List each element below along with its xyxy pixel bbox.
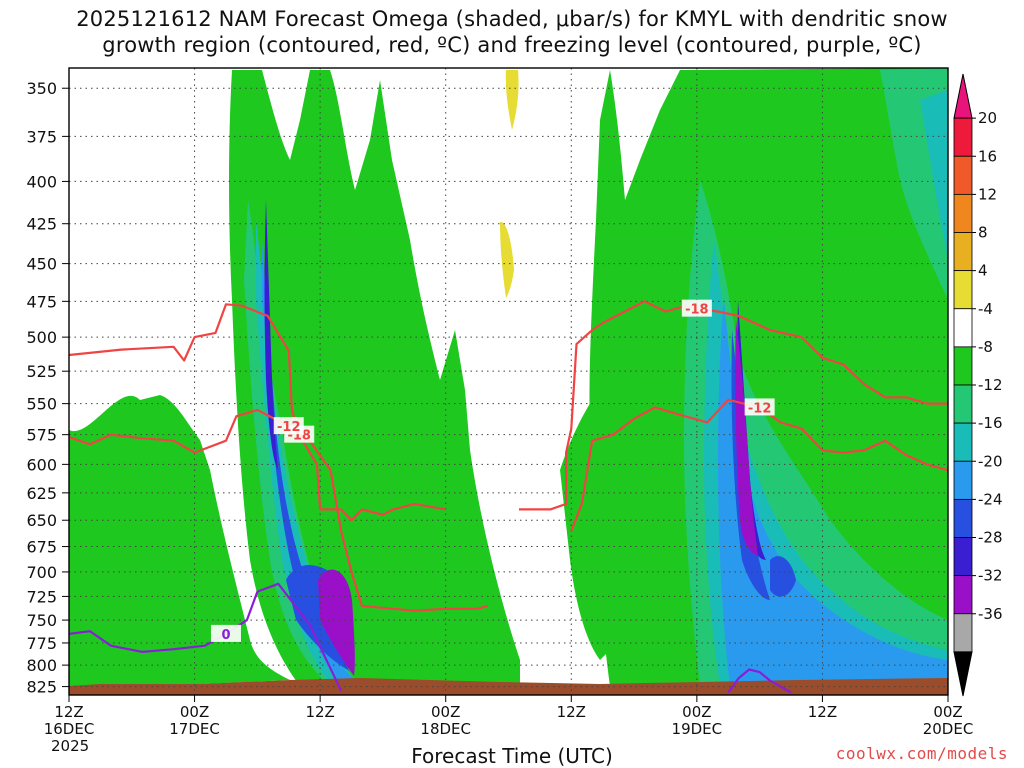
colorbar-cell-0 xyxy=(953,73,973,119)
colorbar-label-1: 16 xyxy=(978,147,997,165)
y-tick-label-775: 775 xyxy=(26,634,57,653)
y-tick-label-400: 400 xyxy=(26,172,57,191)
x-tick-label-72-0: 12Z xyxy=(808,703,837,721)
colorbar-label-4: 4 xyxy=(978,262,988,280)
omega-positive-1 xyxy=(505,70,519,130)
omega-core-west xyxy=(318,569,355,676)
omega-region-cyan-3 xyxy=(920,90,948,260)
y-tick-label-475: 475 xyxy=(26,292,57,311)
colorbar-label-13: -36 xyxy=(978,605,1003,623)
colorbar-cell-2 xyxy=(953,155,973,195)
contour-label-bg-3 xyxy=(744,398,775,416)
omega-core-east xyxy=(735,320,758,556)
colorbar-label-7: -12 xyxy=(978,376,1003,394)
colorbar-cell-11 xyxy=(953,498,973,538)
colorbar-cell-13 xyxy=(953,575,973,615)
colorbar-cell-5 xyxy=(953,270,973,310)
x-axis-title: Forecast Time (UTC) xyxy=(411,744,613,768)
colorbar-label-12: -32 xyxy=(978,567,1003,585)
colorbar-cell-14 xyxy=(953,613,973,653)
contour-label-2: -12 xyxy=(277,420,301,435)
x-tick-label-36-1: 18DEC xyxy=(420,720,471,738)
colorbar-label-2: 12 xyxy=(978,185,997,203)
colorbar-label-8: -16 xyxy=(978,414,1003,432)
colorbar-label-6: -8 xyxy=(978,338,993,356)
colorbar-label-10: -24 xyxy=(978,490,1003,508)
y-tick-label-550: 550 xyxy=(26,395,57,414)
colorbar-cell-9 xyxy=(953,422,973,462)
contour-label-bg-1 xyxy=(681,299,712,317)
colorbar-label-9: -20 xyxy=(978,452,1003,470)
y-tick-label-500: 500 xyxy=(26,328,57,347)
omega-region-darkblue-3 xyxy=(731,330,770,600)
colorbar: 20 16 12 8 4 -4 -8 -12 -16 -20 -24 -28 -32 -36 xyxy=(953,73,1003,697)
colorbar-cell-3 xyxy=(953,193,973,233)
contour-line-5 xyxy=(727,668,792,694)
contour-label-4: 0 xyxy=(221,628,230,643)
x-tick-label-0-2: 2025 xyxy=(51,737,89,755)
y-tick-label-800: 800 xyxy=(26,656,57,675)
colorbar-cell-6 xyxy=(953,308,973,348)
omega-region-east-green xyxy=(589,68,948,686)
y-tick-label-425: 425 xyxy=(26,215,57,234)
omega-region-west-green xyxy=(69,395,290,690)
y-tick-label-525: 525 xyxy=(26,362,57,381)
omega-region-mid-green xyxy=(560,400,620,660)
x-tick-label-84-0: 00Z xyxy=(933,703,962,721)
y-tick-label-700: 700 xyxy=(26,563,57,582)
colorbar-label-11: -28 xyxy=(978,529,1003,547)
colorbar-label-0: 20 xyxy=(978,109,997,127)
omega-shading xyxy=(69,68,948,690)
plot-frame xyxy=(68,67,949,696)
y-tick-label-650: 650 xyxy=(26,511,57,530)
y-tick-label-625: 625 xyxy=(26,484,57,503)
omega-region-indigo-1 xyxy=(264,200,278,470)
omega-positive-2 xyxy=(500,221,514,298)
colorbar-cell-12 xyxy=(953,537,973,577)
x-tick-label-12-0: 00Z xyxy=(180,703,209,721)
x-tick-label-60-0: 00Z xyxy=(682,703,711,721)
omega-region-darkblue-4 xyxy=(770,556,796,597)
colorbar-cell-10 xyxy=(953,460,973,500)
x-tick-label-12-1: 17DEC xyxy=(169,720,220,738)
x-tick-label-84-1: 20DEC xyxy=(923,720,974,738)
colorbar-cell-7 xyxy=(953,346,973,386)
contour-label-3: -12 xyxy=(748,401,772,416)
colorbar-cell-4 xyxy=(953,232,973,272)
credit-text: coolwx.com/models xyxy=(835,744,1008,763)
x-tick-label-24-0: 12Z xyxy=(305,703,334,721)
colorbar-label-5: -4 xyxy=(978,300,993,318)
omega-region-teal-1 xyxy=(244,200,360,686)
contour-label-bg-4 xyxy=(210,624,241,642)
colorbar-cell-8 xyxy=(953,384,973,424)
omega-region-main-green xyxy=(229,70,520,686)
colorbar-cell-1 xyxy=(953,117,973,157)
y-tick-label-450: 450 xyxy=(26,255,57,274)
chart-title-line-2: growth region (contoured, red, ºC) and f… xyxy=(102,33,922,57)
chart-title-line-1: 2025121612 NAM Forecast Omega (shaded, μ… xyxy=(76,7,948,31)
x-tick-label-36-0: 00Z xyxy=(431,703,460,721)
y-tick-label-350: 350 xyxy=(26,79,57,98)
x-tick-label-48-0: 12Z xyxy=(557,703,586,721)
y-tick-label-575: 575 xyxy=(26,426,57,445)
x-tick-label-60-1: 19DEC xyxy=(672,720,723,738)
contour-labels: -18-18-12-120 xyxy=(210,299,775,643)
y-tick-label-725: 725 xyxy=(26,587,57,606)
grid xyxy=(69,68,948,695)
y-tick-label-750: 750 xyxy=(26,611,57,630)
contour-label-1: -18 xyxy=(685,303,709,318)
y-tick-label-600: 600 xyxy=(26,455,57,474)
contour-label-bg-2 xyxy=(273,417,304,435)
y-axis: 350 375 400 425 450 475 500 525 550 575 600 625 650 6… xyxy=(26,79,69,697)
colorbar-label-3: 8 xyxy=(978,224,988,242)
x-tick-label-0-1: 16DEC xyxy=(44,720,95,738)
y-tick-label-825: 825 xyxy=(26,678,57,697)
y-tick-label-675: 675 xyxy=(26,538,57,557)
x-tick-label-0-0: 12Z xyxy=(54,703,83,721)
y-tick-label-375: 375 xyxy=(26,127,57,146)
colorbar-cell-15 xyxy=(953,651,973,697)
